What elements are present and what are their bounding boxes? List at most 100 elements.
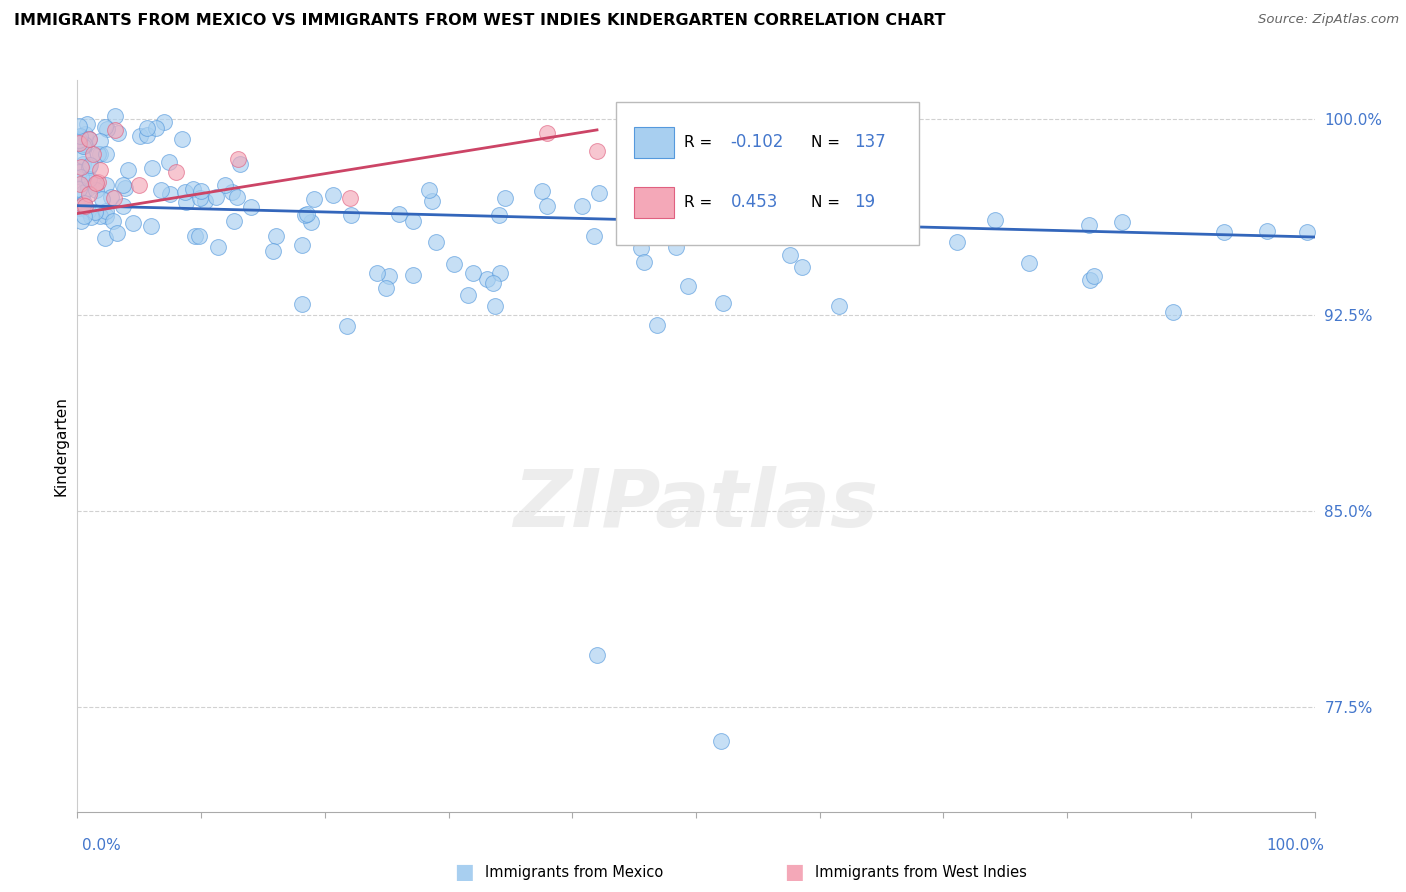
Point [77, 131, 100, 145]
Point [70, 148, 93, 162]
Point [141, 161, 163, 176]
Point [1296, 225, 1319, 239]
Point [77, 180, 100, 194]
Point [425, 235, 447, 250]
Point [633, 255, 655, 269]
Point [214, 178, 236, 193]
Point [112, 178, 135, 192]
Point [222, 214, 245, 228]
Point [366, 266, 388, 280]
Point [207, 240, 229, 254]
Point [336, 319, 359, 334]
Point [291, 238, 314, 252]
Point [72, 157, 94, 171]
Point [488, 266, 510, 280]
Point [294, 208, 316, 222]
Point [67, 119, 90, 133]
Text: IMMIGRANTS FROM MEXICO VS IMMIGRANTS FROM WEST INDIES KINDERGARTEN CORRELATION C: IMMIGRANTS FROM MEXICO VS IMMIGRANTS FRO… [14, 13, 946, 29]
Point [67, 202, 90, 216]
Point [83, 178, 105, 192]
Text: Source: ZipAtlas.com: Source: ZipAtlas.com [1258, 13, 1399, 27]
Point [114, 181, 136, 195]
Point [482, 276, 505, 290]
Point [194, 194, 217, 208]
Point [740, 183, 762, 197]
Point [89, 209, 111, 223]
Point [418, 183, 440, 197]
Point [117, 162, 139, 177]
Y-axis label: Kindergarten: Kindergarten [53, 396, 69, 496]
Text: 100.0%: 100.0% [1267, 838, 1324, 853]
Point [77, 172, 100, 186]
Point [79, 158, 101, 172]
Point [710, 734, 733, 748]
Point [1212, 225, 1234, 239]
Point [159, 187, 181, 202]
Point [630, 242, 652, 256]
Point [72, 209, 94, 223]
Point [586, 648, 609, 662]
Point [1078, 218, 1101, 232]
Text: ZIPatlas: ZIPatlas [513, 466, 879, 543]
Text: -0.102: -0.102 [731, 134, 785, 152]
Point [205, 190, 228, 204]
Point [299, 215, 322, 229]
Point [792, 260, 814, 274]
Point [188, 191, 211, 205]
Point [946, 235, 969, 249]
Point [226, 152, 249, 166]
Point [262, 244, 284, 258]
Point [94, 120, 117, 134]
Point [94, 231, 117, 245]
Point [457, 287, 479, 301]
Point [84, 183, 107, 197]
Point [136, 120, 159, 135]
Point [530, 185, 553, 199]
Text: R =: R = [683, 195, 717, 210]
Point [484, 299, 506, 313]
Point [104, 109, 127, 123]
Point [170, 132, 193, 146]
Point [77, 186, 100, 201]
Point [73, 136, 96, 151]
Point [443, 257, 465, 271]
Point [77, 160, 100, 174]
Point [588, 186, 610, 201]
Point [1018, 256, 1040, 270]
Point [225, 190, 247, 204]
Point [536, 199, 558, 213]
Point [96, 203, 118, 218]
Point [1111, 215, 1133, 229]
Point [402, 268, 425, 283]
Point [181, 182, 204, 196]
FancyBboxPatch shape [616, 103, 918, 245]
Point [583, 228, 606, 243]
Point [676, 279, 699, 293]
Point [665, 240, 688, 254]
Point [103, 191, 125, 205]
Text: 19: 19 [855, 194, 876, 211]
Text: 0.453: 0.453 [731, 194, 778, 211]
Point [100, 189, 122, 203]
Point [72, 139, 94, 153]
Point [1083, 269, 1105, 284]
Point [69, 128, 91, 143]
Text: ■: ■ [785, 863, 804, 882]
Point [101, 214, 124, 228]
Point [297, 207, 319, 221]
Point [105, 226, 128, 240]
Point [229, 156, 252, 170]
Point [475, 271, 498, 285]
Text: Immigrants from Mexico: Immigrants from Mexico [485, 865, 664, 880]
Point [84, 176, 107, 190]
Point [461, 266, 484, 280]
Point [67, 182, 90, 196]
Point [82, 147, 104, 161]
Point [72, 186, 94, 201]
Point [165, 164, 187, 178]
Point [188, 228, 211, 243]
Point [157, 155, 180, 169]
Point [645, 318, 668, 332]
Point [69, 169, 91, 184]
Point [69, 177, 91, 191]
